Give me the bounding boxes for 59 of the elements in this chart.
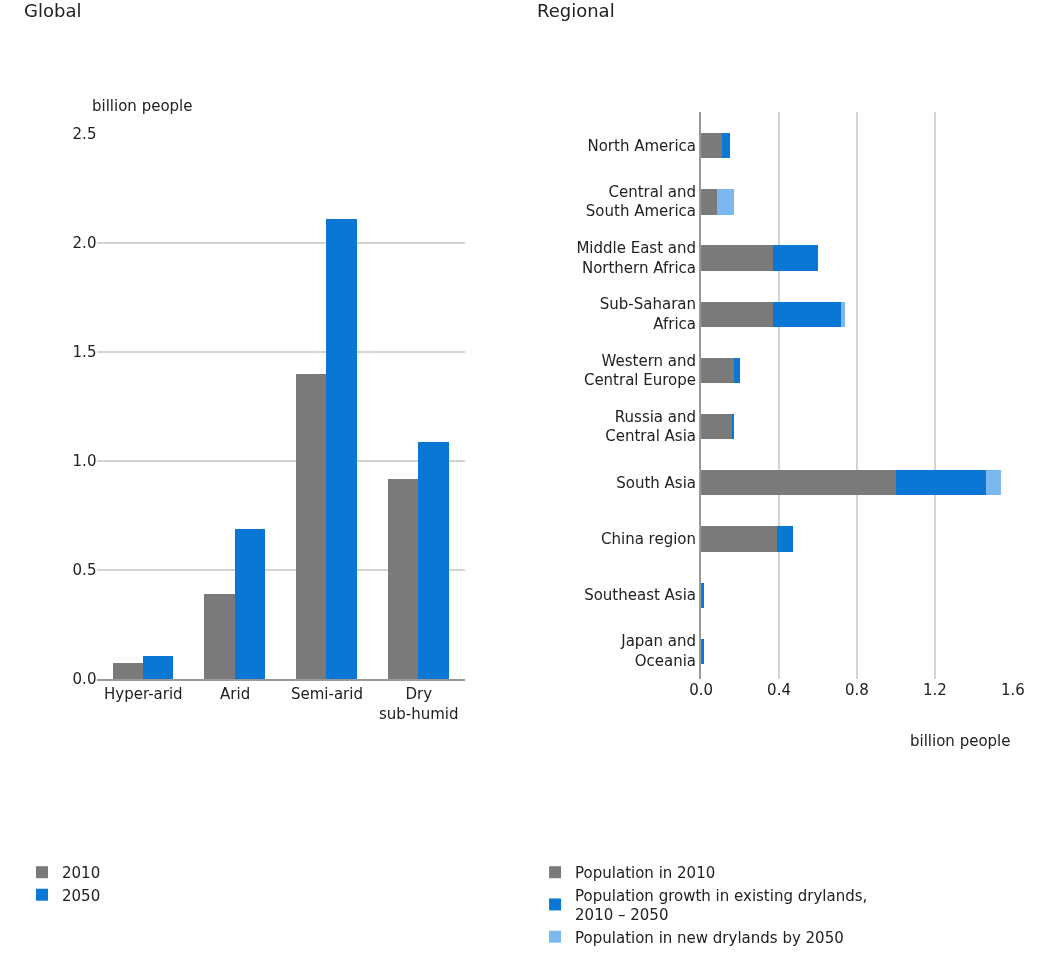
bar: [701, 188, 718, 215]
y-tick-label: 1.5: [72, 343, 97, 362]
x-tick-label: Arid: [220, 685, 251, 704]
y-tick-label: South Asia: [616, 473, 697, 492]
bar: [113, 662, 144, 679]
bar: [701, 357, 735, 383]
y-tick-label: Central and South America: [585, 182, 697, 221]
x-tick-label: Hyper-arid: [104, 685, 183, 704]
bar: [896, 469, 987, 495]
bar: [701, 413, 733, 439]
y-tick-label: Sub-Saharan Africa: [599, 295, 697, 333]
y-tick-label: Russia and Central Asia: [605, 407, 697, 446]
y-tick-label: 1.0: [72, 452, 97, 471]
bar: [841, 301, 846, 327]
x-tick-label: Dry sub-humid: [378, 685, 459, 723]
bar: [701, 469, 897, 495]
chart-title: Global: [24, 0, 82, 21]
x-tick-label: 1.6: [1000, 681, 1025, 700]
y-tick-label: Western and Central Europe: [583, 351, 697, 390]
y-tick-label: Southeast Asia: [584, 586, 697, 605]
bar: [734, 357, 741, 383]
bar: [701, 132, 723, 158]
x-tick-label: 1.2: [923, 681, 947, 700]
bar: [722, 132, 731, 158]
y-tick-label: China region: [600, 529, 697, 548]
legend-label: 2050: [62, 886, 101, 905]
legend-label: Population growth in existing drylands, 2010 – 2050: [575, 886, 868, 925]
y-tick-label: 0.5: [72, 561, 97, 580]
y-tick-label: Middle East and Northern Africa: [576, 239, 697, 277]
y-tick-label: Japan and Oceania: [620, 632, 697, 670]
y-tick-label: North America: [587, 136, 697, 155]
bar: [773, 244, 819, 271]
bar: [418, 441, 450, 679]
y-tick-label: 2.5: [72, 124, 97, 143]
bar: [326, 218, 358, 679]
bar: [701, 301, 774, 327]
bar: [204, 593, 236, 679]
y-tick-label: 2.0: [72, 234, 97, 253]
bar: [986, 469, 1002, 495]
bar: [701, 525, 778, 552]
chart-title: Regional: [537, 0, 615, 21]
bar: [773, 301, 842, 327]
x-tick-label: Semi-arid: [290, 685, 363, 704]
x-tick-label: 0.4: [767, 681, 791, 700]
legend-label: Population in 2010: [575, 864, 716, 883]
x-tick-label: 0.8: [845, 681, 869, 700]
bar: [717, 188, 735, 215]
legend-label: Population in new drylands by 2050: [575, 928, 844, 947]
bar: [296, 373, 327, 679]
bar: [732, 413, 735, 439]
bar: [235, 528, 266, 679]
bar: [143, 655, 174, 679]
legend-label: 2010: [62, 864, 101, 883]
y-axis-title: billion people: [92, 97, 193, 115]
bar: [388, 478, 419, 679]
x-axis-title: billion people: [910, 732, 1011, 750]
bar: [777, 525, 794, 552]
x-tick-label: 0.0: [689, 681, 713, 700]
bar: [701, 244, 774, 271]
